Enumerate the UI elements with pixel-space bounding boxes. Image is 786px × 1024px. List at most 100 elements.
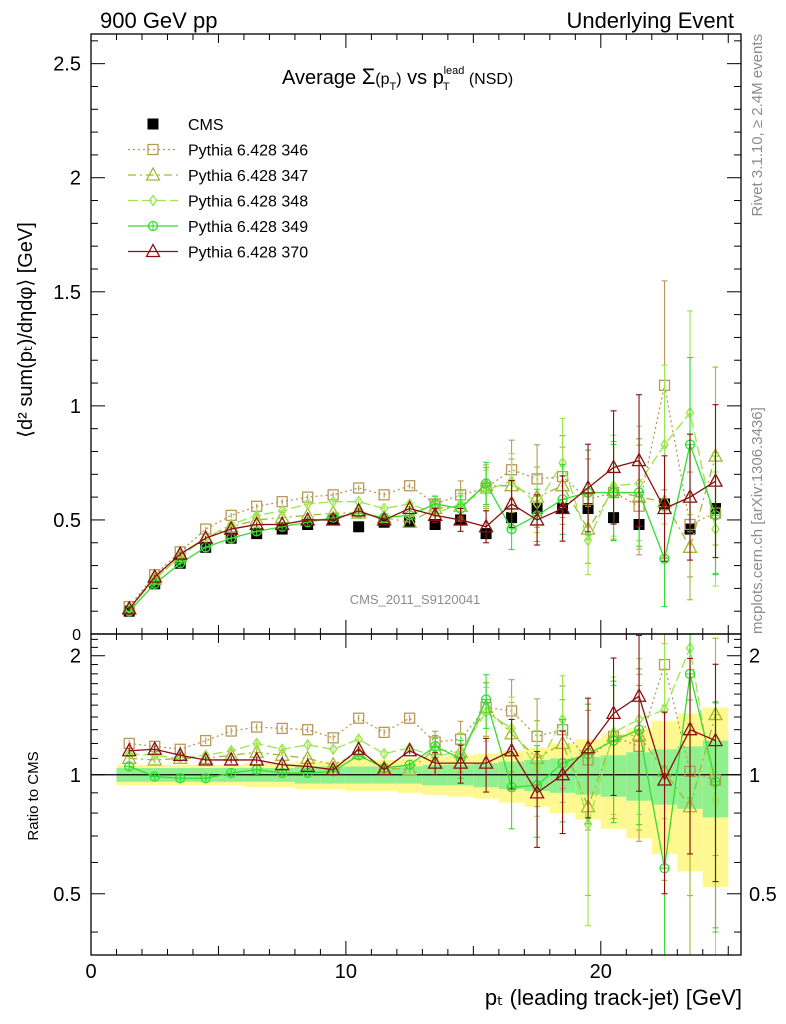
- point-p370: [249, 516, 265, 531]
- ratio-point-p348: [252, 737, 261, 750]
- legend-item-cms: CMS: [147, 117, 224, 134]
- ratio-point-p370: [351, 740, 367, 755]
- ratio-point-p370: [580, 739, 596, 754]
- ratio-point-p346: [276, 722, 288, 735]
- ratio-point-p346: [225, 725, 237, 737]
- point-p348: [660, 438, 669, 451]
- ratio-y-tick-label: 0.5: [53, 884, 81, 906]
- ratio-point-p349-cross: [303, 768, 313, 778]
- point-p370: [478, 518, 494, 533]
- point-p348: [277, 504, 287, 517]
- ratio-point-p349-cross: [430, 741, 440, 751]
- ratio-point-p349-cross: [201, 773, 211, 783]
- point-p348: [252, 509, 261, 522]
- point-p349-cross: [150, 579, 160, 589]
- ratio-point-p370: [682, 721, 698, 736]
- point-p346: [352, 482, 365, 494]
- ratio-point-p370: [274, 756, 290, 771]
- ratio-point-p370: [605, 704, 622, 719]
- series-p346: [123, 280, 722, 613]
- ratio-y-tick-label-right: 0.5: [749, 884, 777, 906]
- legend-label-p347: Pythia 6.428 347: [188, 168, 308, 185]
- ratio-point-p370: [402, 742, 418, 757]
- ratio-point-p346: [200, 734, 212, 747]
- ratio-series-p370: [121, 634, 724, 895]
- series-line-p349: [128, 442, 717, 612]
- x-tick-label: 10: [335, 961, 357, 983]
- legend-marker-p348: [148, 194, 158, 207]
- ratio-point-p370: [223, 751, 239, 766]
- ratio-point-p370: [478, 754, 494, 769]
- rivet-version-text: Rivet 3.1.10, ≥ 2.4M events: [749, 34, 766, 217]
- point-p370: [325, 511, 341, 526]
- x-tick-label: 20: [590, 961, 612, 983]
- point-p370: [631, 452, 647, 467]
- ratio-y-tick-label-right: 1: [749, 765, 760, 787]
- ratio-point-p347: [274, 746, 290, 761]
- main-plot-area: [121, 280, 724, 617]
- point-p349-cross: [226, 533, 236, 543]
- ratio-y-tick-label-right: 2: [749, 646, 760, 668]
- ratio-point-p349-cross: [124, 761, 134, 771]
- legend-marker-p349-cross: [148, 221, 158, 231]
- point-p349-cross: [430, 499, 440, 509]
- header-right: Underlying Event: [566, 8, 734, 33]
- point-p370: [503, 495, 520, 510]
- point-p370: [351, 502, 367, 517]
- series-p370: [121, 394, 724, 615]
- ratio-point-p370: [325, 761, 341, 776]
- y-tick-label: 2.5: [53, 54, 81, 76]
- y-tick-label: 1.5: [53, 282, 81, 304]
- legend-marker-p346: [147, 143, 159, 156]
- legend-item-p370: Pythia 6.428 370: [128, 243, 308, 262]
- x-axis-label: pₜ (leading track-jet) [GeV]: [485, 985, 742, 1010]
- point-p349-cross: [252, 526, 262, 536]
- ratio-point-p348: [379, 747, 389, 760]
- point-p346: [378, 489, 390, 501]
- legend: CMS Pythia 6.428 346 Pythia 6.428 347 Pythi…: [128, 117, 308, 262]
- point-p348: [303, 497, 312, 511]
- point-p370: [274, 516, 290, 531]
- point-p370: [223, 520, 239, 535]
- ratio-point-p370: [427, 754, 443, 769]
- point-p370: [147, 568, 163, 583]
- ratio-frame: [90, 633, 742, 956]
- ratio-point-p346: [302, 724, 314, 736]
- point-p370: [605, 459, 622, 474]
- ratio-point-p370: [121, 742, 137, 757]
- ratio-point-p346: [251, 721, 263, 733]
- y-axis-label-ratio: Ratio to CMS: [25, 751, 42, 840]
- y-tick-label: 1: [70, 396, 81, 418]
- point-p348: [328, 495, 338, 508]
- ratio-point-p349-cross: [226, 768, 236, 778]
- ratio-point-p370: [503, 742, 520, 757]
- legend-label-cms: CMS: [188, 117, 224, 134]
- point-p370: [529, 511, 545, 526]
- x-tick-label: 0: [85, 961, 96, 983]
- ratio-point-p370: [554, 766, 571, 781]
- point-p348: [354, 495, 363, 508]
- y-axis-label-main: ⟨d² sum(pₜ)/dηdφ⟩ [GeV]: [15, 222, 37, 438]
- point-p347: [402, 513, 418, 528]
- header-left: 900 GeV pp: [100, 8, 217, 33]
- point-p370: [198, 529, 214, 544]
- series-line-p348: [128, 411, 717, 610]
- ratio-line-p346: [129, 662, 716, 781]
- legend-item-p346: Pythia 6.428 346: [128, 143, 308, 160]
- ratio-point-p370: [172, 746, 188, 761]
- legend-label-p346: Pythia 6.428 346: [188, 143, 308, 160]
- point-cms: [353, 521, 365, 533]
- ratio-point-p370: [376, 761, 392, 776]
- ratio-point-p349-cross: [481, 695, 491, 705]
- ratio-plot-area: [121, 634, 724, 955]
- legend-label-p349: Pythia 6.428 349: [188, 219, 308, 236]
- series-line-p370: [128, 459, 716, 610]
- ratio-point-p370: [249, 751, 265, 766]
- point-p349-cross: [481, 478, 491, 488]
- axes: 0 10 20 0.5 1 1.5 2 2.5 0 0.5 0.5 1 1 2 2: [53, 33, 777, 983]
- ratio-point-p370: [656, 771, 673, 786]
- legend-marker-p370: [145, 243, 161, 258]
- point-p349-cross: [175, 558, 185, 568]
- point-p370: [427, 507, 443, 522]
